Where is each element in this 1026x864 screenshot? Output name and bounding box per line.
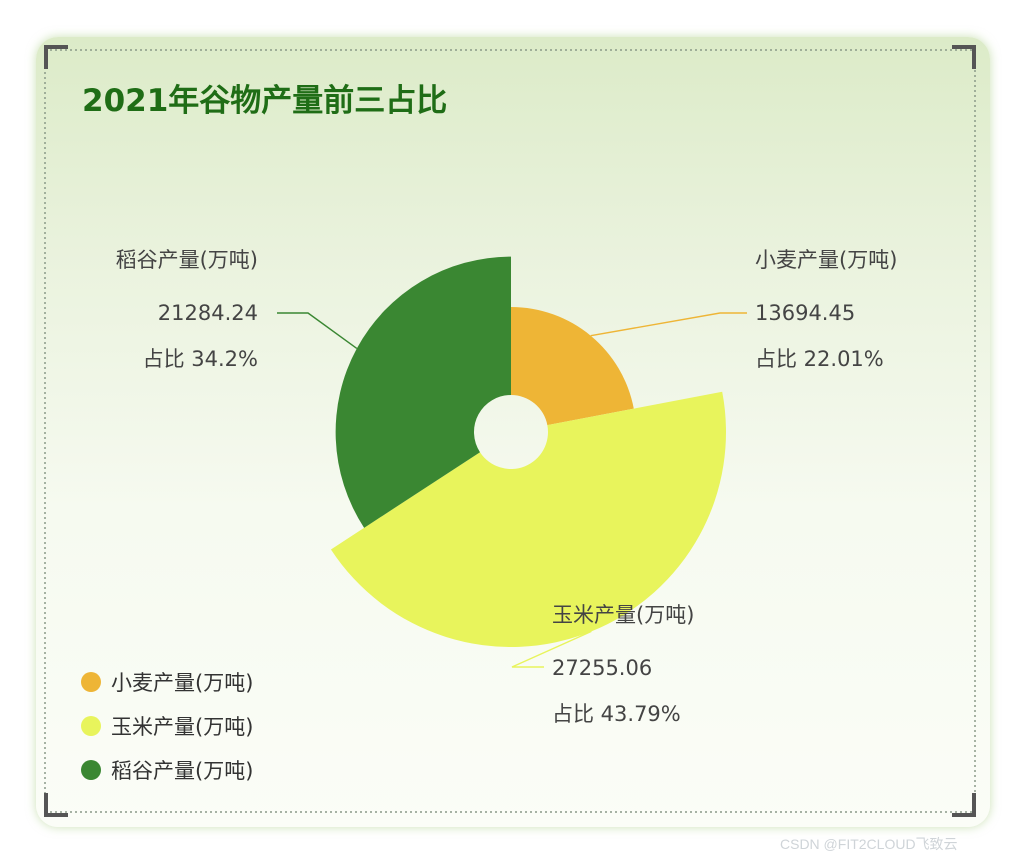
dotted-border xyxy=(44,49,976,813)
leader-line-rice xyxy=(277,312,358,350)
legend-item-wheat[interactable]: 小麦产量(万吨) xyxy=(81,671,253,695)
slice-wheat[interactable] xyxy=(511,307,634,426)
watermark: CSDN @FIT2CLOUD飞致云 xyxy=(780,836,958,852)
chart-frame: 2021年谷物产量前三占比 小麦产量(万吨) 13694.45 占比 22.01% 玉… xyxy=(44,45,976,817)
slice-label-percent: 占比 22.01% xyxy=(755,347,884,371)
legend-item-rice[interactable]: 稻谷产量(万吨) xyxy=(81,759,253,783)
slice-label-name: 玉米产量(万吨) xyxy=(552,603,694,627)
legend: 小麦产量(万吨) 玉米产量(万吨) 稻谷产量(万吨) xyxy=(81,671,253,783)
legend-marker xyxy=(81,672,101,692)
pie-slices xyxy=(330,256,726,647)
chart-title: 2021年谷物产量前三占比 xyxy=(82,83,447,119)
legend-marker xyxy=(81,716,101,736)
corner-bottom-right xyxy=(952,793,976,817)
slice-labels: 小麦产量(万吨) 13694.45 占比 22.01% 玉米产量(万吨) 27255.0… xyxy=(116,248,898,726)
slice-label-percent: 占比 34.2% xyxy=(143,347,258,371)
legend-label: 稻谷产量(万吨) xyxy=(111,759,253,783)
slice-label-value: 21284.24 xyxy=(158,301,258,325)
leader-lines xyxy=(277,312,747,668)
corner-top-right xyxy=(952,45,976,69)
corner-bottom-left xyxy=(44,793,68,817)
slice-label-percent: 占比 43.79% xyxy=(552,702,681,726)
slice-label-value: 13694.45 xyxy=(755,301,855,325)
legend-marker xyxy=(81,760,101,780)
slice-label-value: 27255.06 xyxy=(552,656,652,680)
slice-rice[interactable] xyxy=(335,256,511,528)
legend-label: 玉米产量(万吨) xyxy=(111,715,253,739)
slice-label-name: 稻谷产量(万吨) xyxy=(116,248,258,272)
chart-card xyxy=(36,37,990,827)
legend-label: 小麦产量(万吨) xyxy=(111,671,253,695)
corner-top-left xyxy=(44,45,68,69)
leader-line-wheat xyxy=(590,312,747,337)
legend-item-corn[interactable]: 玉米产量(万吨) xyxy=(81,715,253,739)
slice-label-name: 小麦产量(万吨) xyxy=(755,248,897,272)
slice-corn[interactable] xyxy=(330,391,726,647)
leader-line-corn xyxy=(511,630,592,668)
